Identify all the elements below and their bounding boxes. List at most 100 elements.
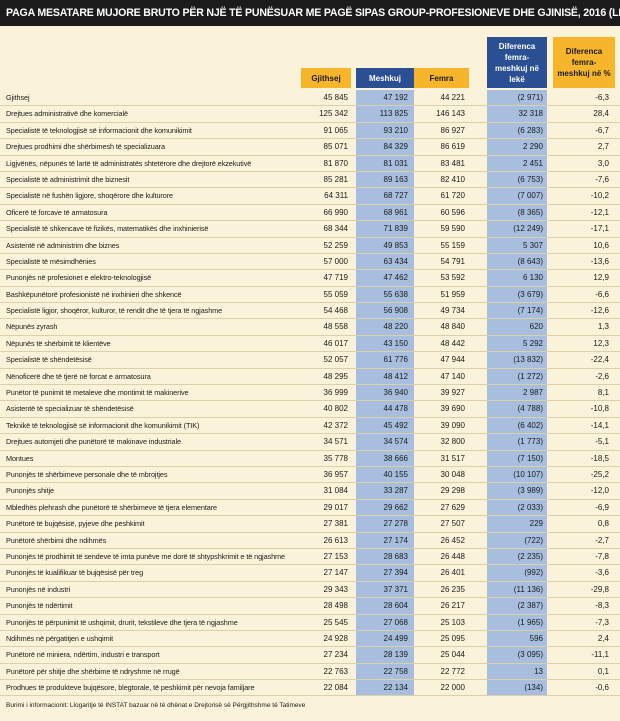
cell-meshkuj: 45 492 bbox=[383, 420, 408, 430]
table-row: Teknikë të teknologjisë së informacionit… bbox=[0, 418, 620, 435]
row-label: Specialistë të administrimit dhe biznesi… bbox=[6, 174, 130, 184]
row-label: Specialistë të shkencave të fizikës, mat… bbox=[6, 224, 209, 234]
cell-diff-pct: 1,3 bbox=[597, 322, 609, 332]
cell-gjithsej: 48 558 bbox=[323, 322, 348, 332]
row-label: Bashkëpunëtorë profesionistë në inxhinie… bbox=[6, 289, 182, 299]
header-femra: Femra bbox=[414, 68, 469, 88]
cell-diff-pct: -7,8 bbox=[595, 551, 609, 561]
cell-diff-lek: 5 307 bbox=[522, 240, 543, 250]
cell-femra: 27 507 bbox=[440, 519, 465, 529]
cell-meshkuj: 22 134 bbox=[383, 683, 408, 693]
row-label: Montues bbox=[6, 453, 34, 463]
cell-meshkuj: 27 278 bbox=[383, 519, 408, 529]
cell-gjithsej: 28 498 bbox=[323, 601, 348, 611]
table-row: Specialistë të teknologjisë së informaci… bbox=[0, 123, 620, 140]
cell-gjithsej: 91 065 bbox=[323, 125, 348, 135]
cell-diff-pct: -3,6 bbox=[595, 568, 609, 578]
row-label: Asistentë në administrim dhe biznes bbox=[6, 240, 120, 250]
row-label: Prodhues të produkteve bujqësore, blegto… bbox=[6, 683, 255, 693]
cell-femra: 49 734 bbox=[440, 306, 465, 316]
cell-gjithsej: 27 381 bbox=[323, 519, 348, 529]
cell-diff-pct: 0,1 bbox=[597, 666, 609, 676]
cell-diff-pct: -6,9 bbox=[595, 502, 609, 512]
header-diff-pct: Diferenca femra-meshkuj në % bbox=[553, 37, 615, 88]
cell-diff-lek: (1 965) bbox=[517, 617, 543, 627]
row-label: Drejtues automjeti dhe punëtorë të makin… bbox=[6, 437, 181, 447]
row-label: Mbledhës plehrash dhe punëtorë të shërbi… bbox=[6, 502, 218, 512]
cell-diff-pct: -14,1 bbox=[590, 420, 609, 430]
cell-meshkuj: 34 574 bbox=[383, 437, 408, 447]
table-row: Drejtues administrativë dhe komercialë 12… bbox=[0, 106, 620, 123]
cell-diff-pct: -22,4 bbox=[590, 355, 609, 365]
cell-femra: 47 944 bbox=[440, 355, 465, 365]
row-label: Nëpunës zyrash bbox=[6, 322, 58, 332]
cell-gjithsej: 47 719 bbox=[323, 273, 348, 283]
cell-femra: 83 481 bbox=[440, 158, 465, 168]
cell-meshkuj: 68 727 bbox=[383, 191, 408, 201]
row-label: Oficerë të forcave të armatosura bbox=[6, 207, 108, 217]
table-row: Specialistë të mësimdhënies 57 000 63 434 5… bbox=[0, 254, 620, 271]
row-label: Specialistë të mësimdhënies bbox=[6, 256, 96, 266]
row-label: Specialistë të shëndetësisë bbox=[6, 355, 92, 365]
cell-diff-lek: (10 107) bbox=[513, 469, 543, 479]
cell-diff-lek: (3 989) bbox=[517, 486, 543, 496]
cell-gjithsej: 48 295 bbox=[323, 371, 348, 381]
cell-diff-lek: (2 387) bbox=[517, 601, 543, 611]
cell-meshkuj: 47 192 bbox=[383, 93, 408, 102]
cell-diff-pct: -12,1 bbox=[590, 207, 609, 217]
cell-diff-lek: 620 bbox=[529, 322, 543, 332]
cell-meshkuj: 113 825 bbox=[379, 109, 408, 119]
row-label: Punonjës të shërbimeve personale dhe të … bbox=[6, 469, 168, 479]
table-row: Gjithsej 45 845 47 192 44 221 (2 971) -6,3 bbox=[0, 90, 620, 107]
cell-diff-lek: (2 971) bbox=[517, 93, 543, 102]
cell-diff-pct: -6,7 bbox=[595, 125, 609, 135]
cell-gjithsej: 42 372 bbox=[323, 420, 348, 430]
row-label: Punonjës të ndërtimit bbox=[6, 601, 73, 611]
cell-diff-pct: 0,8 bbox=[597, 519, 609, 529]
table-row: Punëtorë në miniera, ndërtim, industri e… bbox=[0, 647, 620, 664]
cell-gjithsej: 40 802 bbox=[323, 404, 348, 414]
cell-meshkuj: 93 210 bbox=[383, 125, 408, 135]
table-row: Punëtorë të bujqësisë, pyjeve dhe peshki… bbox=[0, 516, 620, 533]
header-diff-lek: Diferenca femra-meshkuj në lekë bbox=[487, 37, 547, 88]
cell-femra: 59 590 bbox=[440, 224, 465, 234]
row-label: Nënoficerë dhe të tjerë në forcat e arma… bbox=[6, 371, 151, 381]
cell-meshkuj: 33 287 bbox=[383, 486, 408, 496]
cell-diff-lek: (13 832) bbox=[513, 355, 543, 365]
cell-diff-pct: -25,2 bbox=[590, 469, 609, 479]
cell-femra: 55 159 bbox=[440, 240, 465, 250]
cell-femra: 53 592 bbox=[440, 273, 465, 283]
cell-diff-lek: (11 136) bbox=[513, 584, 543, 594]
cell-femra: 26 217 bbox=[440, 601, 465, 611]
cell-diff-pct: -2,6 bbox=[595, 371, 609, 381]
cell-gjithsej: 45 845 bbox=[323, 93, 348, 102]
row-label: Asistentë të specializuar të shëndetësis… bbox=[6, 404, 134, 414]
cell-diff-pct: -10,2 bbox=[590, 191, 609, 201]
cell-femra: 25 095 bbox=[440, 633, 465, 643]
cell-diff-pct: -0,6 bbox=[595, 683, 609, 693]
cell-femra: 39 690 bbox=[440, 404, 465, 414]
cell-gjithsej: 85 281 bbox=[323, 174, 348, 184]
header-meshkuj: Meshkuj bbox=[356, 68, 414, 88]
cell-femra: 44 221 bbox=[440, 93, 465, 102]
table-row: Oficerë të forcave të armatosura 66 990 68… bbox=[0, 205, 620, 222]
cell-diff-lek: (12 249) bbox=[513, 224, 543, 234]
cell-diff-pct: -11,1 bbox=[591, 650, 609, 660]
cell-meshkuj: 56 908 bbox=[383, 306, 408, 316]
table-row: Asistentë të specializuar të shëndetësis… bbox=[0, 401, 620, 418]
cell-diff-lek: (7 007) bbox=[517, 191, 543, 201]
table-row: Punonjës të kualifikuar të bujqësisë për… bbox=[0, 565, 620, 582]
cell-gjithsej: 27 147 bbox=[323, 568, 348, 578]
cell-gjithsej: 25 545 bbox=[323, 617, 348, 627]
cell-gjithsej: 35 778 bbox=[323, 453, 348, 463]
cell-meshkuj: 44 478 bbox=[383, 404, 408, 414]
cell-femra: 25 103 bbox=[440, 617, 465, 627]
cell-diff-pct: -10,8 bbox=[590, 404, 609, 414]
cell-meshkuj: 47 462 bbox=[383, 273, 408, 283]
cell-meshkuj: 27 394 bbox=[383, 568, 408, 578]
table-row: Ndihmës në përgatitjen e ushqimit 24 928 2… bbox=[0, 631, 620, 648]
cell-diff-lek: 229 bbox=[529, 519, 543, 529]
cell-gjithsej: 125 342 bbox=[319, 109, 348, 119]
cell-meshkuj: 49 853 bbox=[383, 240, 408, 250]
cell-meshkuj: 48 412 bbox=[383, 371, 408, 381]
